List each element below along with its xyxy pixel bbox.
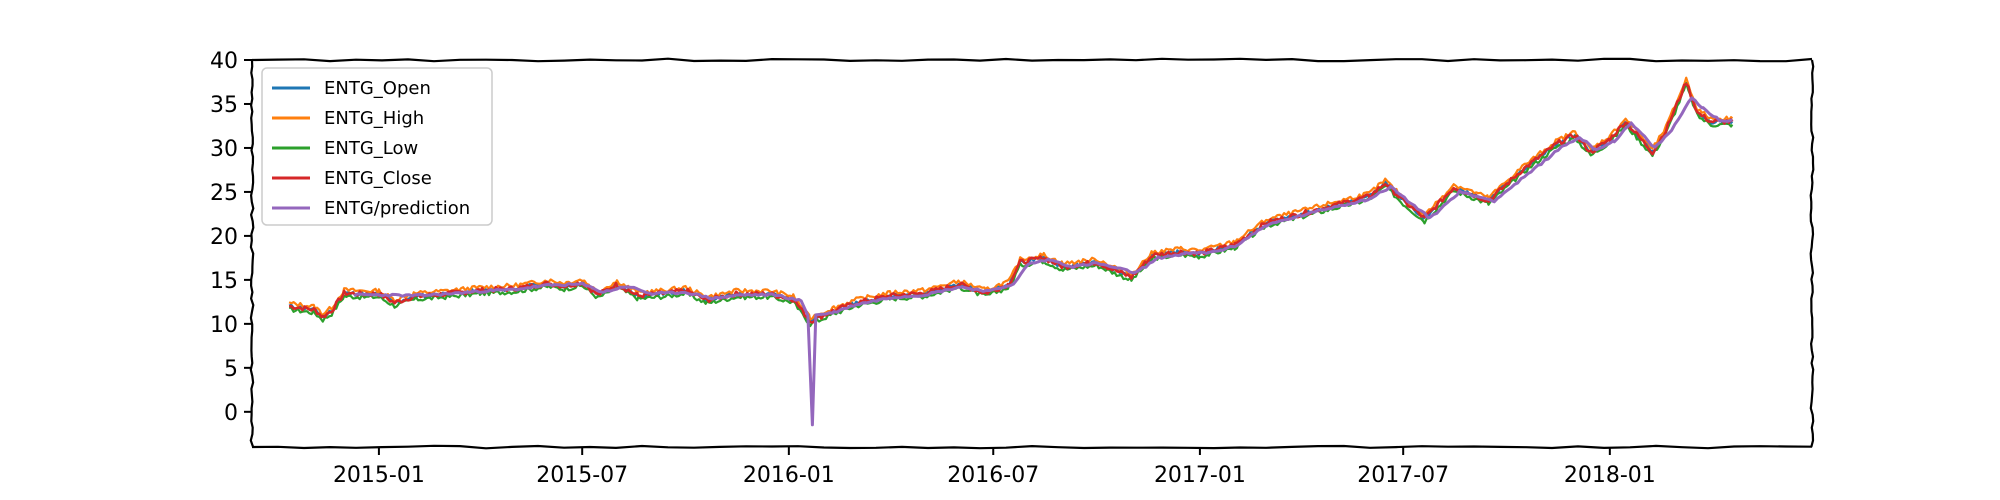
x-tick-label: 2015-07 bbox=[536, 463, 628, 488]
x-axis: 2015-01 2015-07 2016-01 2016-07 2017-01 2017-… bbox=[333, 447, 1656, 488]
axis-spine-right bbox=[1809, 59, 1815, 448]
series-lines bbox=[288, 76, 1734, 427]
legend: ENTG_Open ENTG_High ENTG_Low ENTG_Close ENTG… bbox=[261, 67, 493, 226]
legend-label: ENTG_Low bbox=[324, 138, 418, 159]
y-tick-label: 35 bbox=[210, 93, 238, 118]
x-tick-label: 2016-07 bbox=[947, 463, 1039, 488]
y-tick-label: 30 bbox=[210, 137, 238, 162]
legend-label: ENTG/prediction bbox=[324, 198, 470, 219]
y-axis: 0 5 10 15 20 25 30 35 40 bbox=[210, 49, 252, 426]
y-tick-label: 15 bbox=[210, 269, 238, 294]
legend-label: ENTG_Close bbox=[324, 168, 432, 189]
plot-frame bbox=[249, 57, 1815, 450]
axis-spine-bottom bbox=[251, 444, 1813, 450]
x-tick-label: 2015-01 bbox=[333, 463, 425, 488]
legend-label: ENTG_High bbox=[324, 108, 424, 129]
y-tick-label: 40 bbox=[210, 49, 238, 74]
x-tick-label: 2017-07 bbox=[1357, 463, 1449, 488]
x-tick-label: 2017-01 bbox=[1154, 463, 1246, 488]
x-tick-label: 2016-01 bbox=[743, 463, 835, 488]
series-line-entg-high bbox=[288, 76, 1734, 321]
legend-label: ENTG_Open bbox=[324, 78, 431, 99]
legend-box bbox=[261, 67, 493, 226]
y-tick-label: 25 bbox=[210, 181, 238, 206]
y-tick-label: 0 bbox=[224, 401, 238, 426]
series-line-entg-prediction bbox=[353, 96, 1733, 427]
x-tick-label: 2018-01 bbox=[1564, 463, 1656, 488]
y-tick-label: 20 bbox=[210, 225, 238, 250]
y-tick-label: 5 bbox=[224, 357, 238, 382]
axis-spine-left bbox=[249, 59, 255, 448]
y-tick-label: 10 bbox=[210, 313, 238, 338]
axis-spine-top bbox=[251, 57, 1813, 63]
